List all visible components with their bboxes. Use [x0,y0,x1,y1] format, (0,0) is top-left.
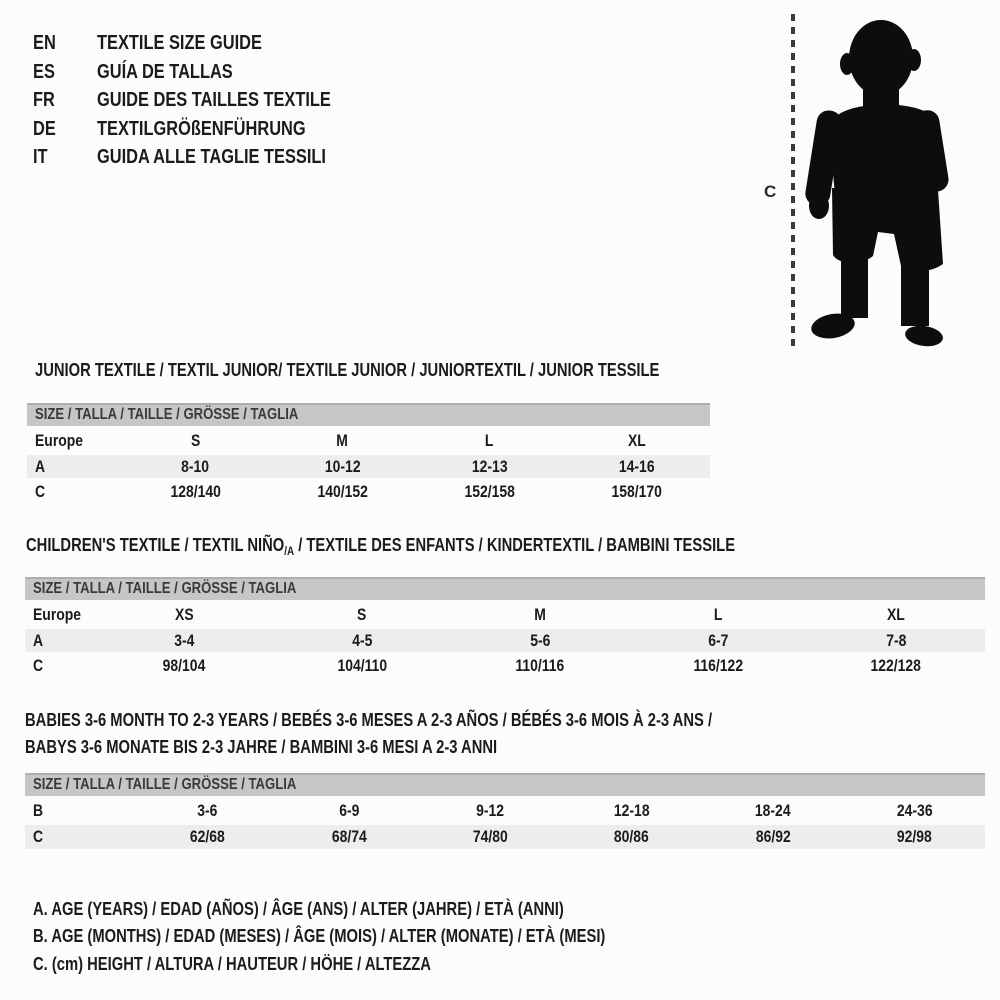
row-label: C [33,827,44,846]
height-measure-dotted-line [791,14,795,346]
row-label: A [33,631,44,650]
height-value: 152/158 [464,482,515,501]
size-value: S [357,605,367,624]
height-marker-label: C [764,182,777,201]
language-code: FR [33,89,55,112]
table-row: C 98/104 104/110 110/116 116/122 122/128 [25,652,985,679]
babies-table-title-line2: BABYS 3-6 MONATE BIS 2-3 JAHRE / BAMBINI… [25,737,498,757]
size-header-bar: SIZE / TALLA / TAILLE / GRÖSSE / TAGLIA [25,773,985,796]
table-row: A 3-4 4-5 5-6 6-7 7-8 [25,629,985,652]
children-size-table: SIZE / TALLA / TAILLE / GRÖSSE / TAGLIA … [25,577,985,679]
size-value: M [534,605,546,624]
height-value: 92/98 [896,827,932,846]
table-row: C 62/68 68/74 74/80 80/86 86/92 92/98 [25,825,985,849]
height-value: 140/152 [317,482,368,501]
size-value: L [485,431,494,450]
row-label: C [35,482,46,501]
footnote-b: B. AGE (MONTHS) / EDAD (MESES) / ÂGE (MO… [33,926,606,947]
language-row-fr: FR GUIDE DES TAILLES TEXTILE [33,86,382,115]
language-list: EN TEXTILE SIZE GUIDE ES GUÍA DE TALLAS … [33,29,382,172]
language-row-es: ES GUÍA DE TALLAS [33,58,382,87]
language-title: TEXTILE SIZE GUIDE [97,32,262,54]
height-value: 128/140 [170,482,221,501]
age-value: 3-4 [173,631,195,650]
height-value: 104/110 [337,656,387,675]
height-value: 62/68 [190,827,226,846]
nino-a-subscript: /A [284,544,295,558]
height-value: 122/128 [870,656,922,675]
junior-size-table: SIZE / TALLA / TAILLE / GRÖSSE / TAGLIA … [27,403,710,505]
height-value: 98/104 [162,656,206,675]
babies-table-title-line1: BABIES 3-6 MONTH TO 2-3 YEARS / BEBÉS 3-… [25,710,713,730]
footnote-a: A. AGE (YEARS) / EDAD (AÑOS) / ÂGE (ANS)… [33,899,564,919]
language-title: GUÍA DE TALLAS [97,60,233,83]
height-value: 68/74 [331,827,367,846]
table-row: A 8-10 10-12 12-13 14-16 [27,455,710,478]
footnote-c: C. (cm) HEIGHT / ALTURA / HAUTEUR / HÖHE… [33,953,431,974]
row-label: A [35,457,46,476]
height-value: 110/116 [515,656,565,675]
language-code: EN [33,32,56,54]
language-row-de: DE TEXTILGRÖßENFÜHRUNG [33,115,382,144]
language-title: GUIDA ALLE TAGLIE TESSILI [97,146,326,169]
footnotes: A. AGE (YEARS) / EDAD (AÑOS) / ÂGE (ANS)… [33,896,731,978]
junior-table-title: JUNIOR TEXTILE / TEXTIL JUNIOR/ TEXTILE … [35,360,660,380]
table-row: Europe S M L XL [27,426,710,455]
age-value: 8-10 [181,457,210,476]
table-row: C 128/140 140/152 152/158 158/170 [27,478,710,505]
age-value: 3-6 [197,801,218,820]
size-value: M [336,431,349,450]
age-value: 18-24 [755,801,791,820]
size-value: L [713,605,723,624]
language-title: GUIDE DES TAILLES TEXTILE [97,89,331,112]
age-value: 5-6 [529,631,551,650]
row-label: C [33,656,44,675]
age-value: 6-9 [338,801,360,820]
language-row-it: IT GUIDA ALLE TAGLIE TESSILI [33,143,382,172]
height-value: 86/92 [755,827,791,846]
row-label: Europe [33,605,82,624]
language-code: DE [33,117,56,140]
babies-size-table: SIZE / TALLA / TAILLE / GRÖSSE / TAGLIA … [25,773,985,849]
age-value: 9-12 [476,801,505,820]
height-value: 80/86 [614,827,650,846]
language-code: ES [33,60,55,83]
age-value: 12-18 [613,801,650,820]
size-value: XL [627,431,646,450]
size-header-bar: SIZE / TALLA / TAILLE / GRÖSSE / TAGLIA [27,403,710,426]
size-value: S [190,431,201,450]
table-row: Europe XS S M L XL [25,600,985,629]
age-value: 24-36 [896,801,933,820]
size-value: XL [887,605,905,624]
row-label: Europe [35,431,84,450]
table-row: B 3-6 6-9 9-12 12-18 18-24 24-36 [25,796,985,825]
row-label: B [33,801,44,820]
age-value: 6-7 [707,631,729,650]
age-value: 12-13 [471,457,508,476]
toddler-silhouette-icon [805,20,949,347]
size-header-bar: SIZE / TALLA / TAILLE / GRÖSSE / TAGLIA [25,577,985,600]
language-row-en: EN TEXTILE SIZE GUIDE [33,29,382,58]
language-title: TEXTILGRÖßENFÜHRUNG [97,117,306,140]
toddler-silhouette-image [805,12,950,347]
height-value: 116/122 [693,656,743,675]
age-value: 14-16 [618,457,655,476]
age-value: 7-8 [885,631,907,650]
age-value: 10-12 [324,457,361,476]
children-table-title: CHILDREN'S TEXTILE / TEXTIL NIÑO/A / TEX… [26,535,736,558]
height-value: 158/170 [611,482,662,501]
age-value: 4-5 [351,631,373,650]
height-value: 74/80 [472,827,508,846]
size-value: XS [174,605,194,624]
language-code: IT [33,146,48,169]
